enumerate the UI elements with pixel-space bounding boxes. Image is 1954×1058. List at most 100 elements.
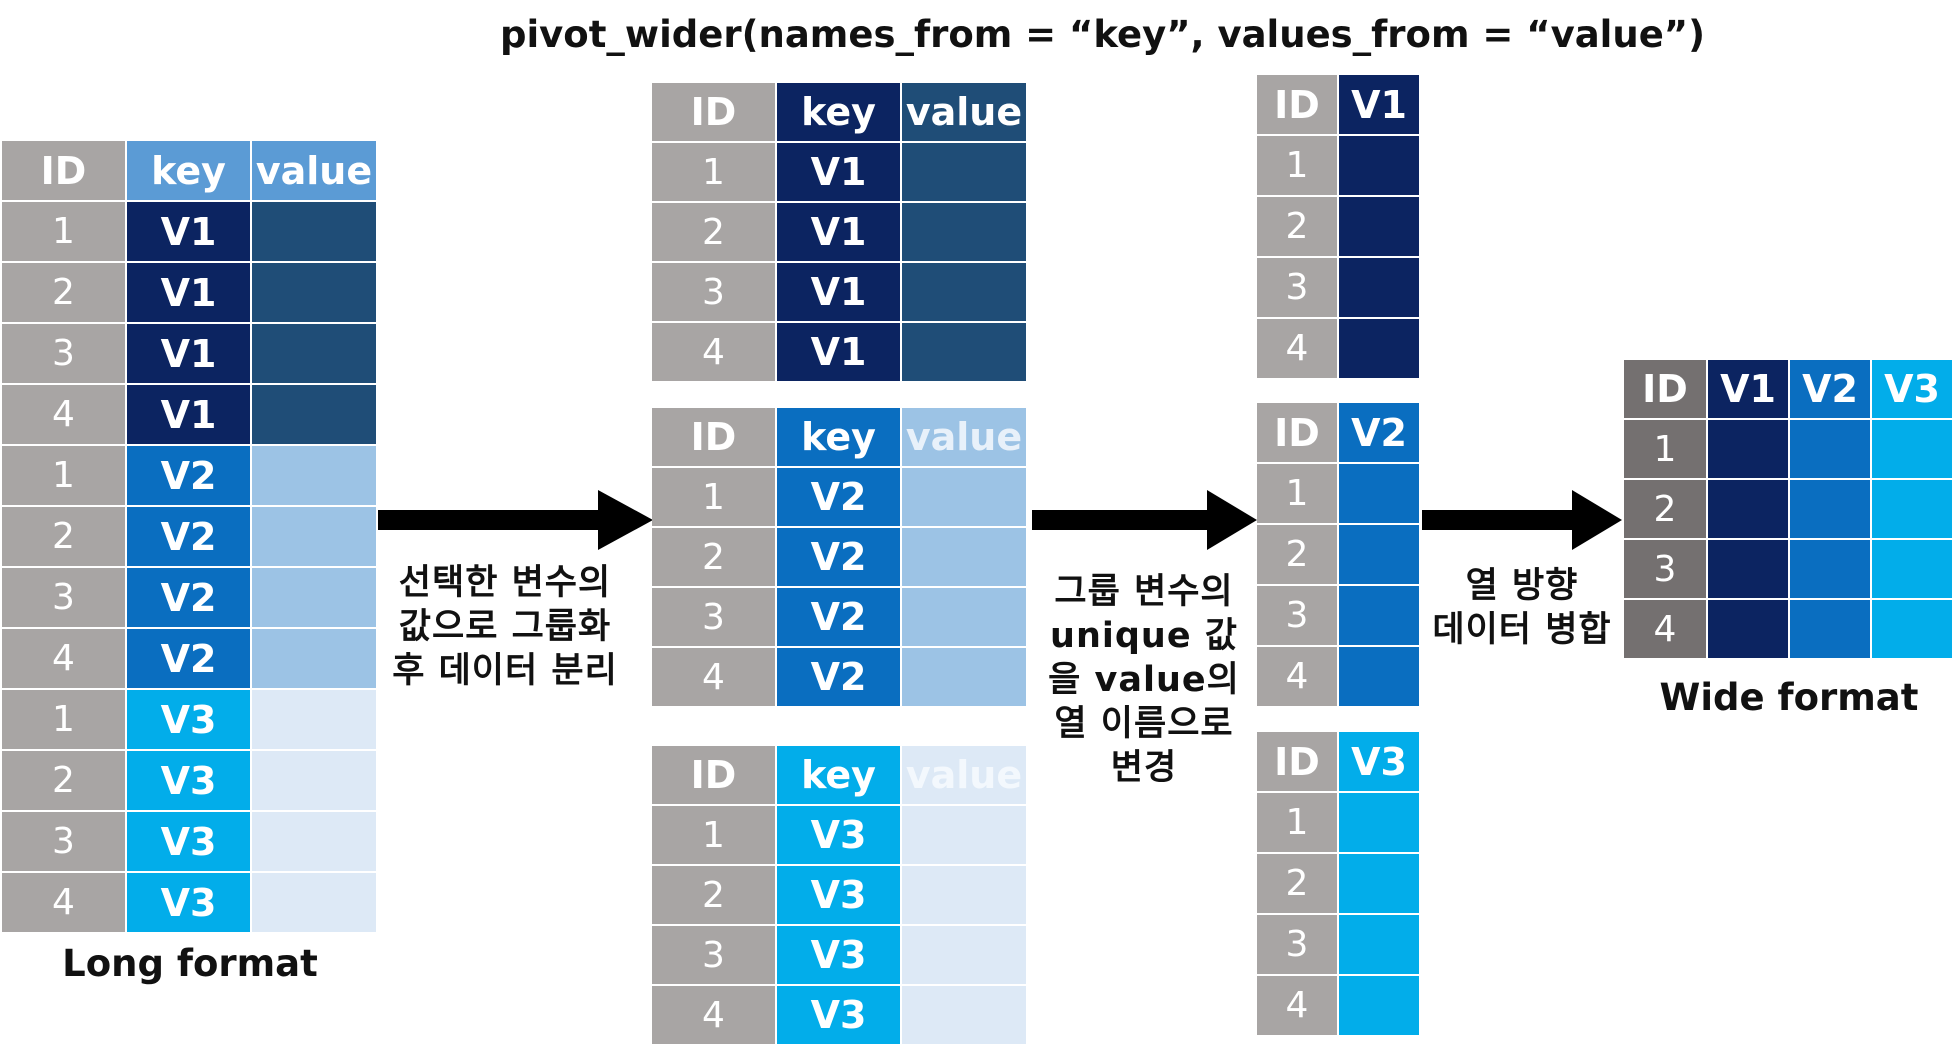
table-header-row: ID V2 [1257,403,1421,464]
id-cell: 4 [1624,600,1708,660]
step3-label: 열 방향 데이터 병합 [1422,564,1622,652]
value-cell [1708,540,1790,600]
key-cell: V1 [127,202,252,263]
id-cell: 4 [1257,647,1339,708]
key-cell: V2 [127,507,252,568]
table-row: 1 V3 [2,690,378,751]
key-cell: V2 [777,648,902,708]
table-row: 2 V2 [652,528,1028,588]
id-cell: 2 [652,203,777,263]
step2-line: 그룹 변수의 [1054,572,1234,612]
table-row: 4 V3 [652,986,1028,1046]
value-cell [1339,915,1421,976]
table-header-row: ID key value [2,141,378,202]
value-cell [902,468,1028,528]
column-header: V3 [1339,732,1421,793]
id-cell: 1 [2,690,127,751]
id-cell: 3 [2,812,127,873]
value-cell [902,528,1028,588]
table-row: 1 V2 [652,468,1028,528]
value-cell [1790,420,1872,480]
column-header: V1 [1339,75,1421,136]
id-cell: 1 [2,446,127,507]
key-cell: V3 [127,751,252,812]
step1-line: 값으로 그룹화 [398,607,612,647]
table-row: 3 [1257,258,1421,319]
id-header: ID [652,408,777,468]
key-cell: V1 [777,143,902,203]
table-row: 2 [1257,525,1421,586]
renamed-table-v2: ID V2 1 2 3 4 [1257,403,1421,708]
id-cell: 3 [652,263,777,323]
value-cell [1339,793,1421,854]
long-format-table: ID key value 1 V1 2 V1 3 V1 4 V1 1 V2 2 V2 3 V2 4 V2 1 V3 2 V3… [2,141,378,934]
id-cell: 3 [1257,586,1339,647]
id-cell: 1 [652,143,777,203]
table-row: 2 V1 [2,263,378,324]
value-header: value [902,408,1028,468]
key-cell: V3 [127,873,252,934]
value-cell [902,263,1028,323]
id-cell: 4 [1257,976,1339,1037]
value-cell [1339,976,1421,1037]
table-row: 2 V1 [652,203,1028,263]
value-header: value [902,83,1028,143]
table-row: 2 V2 [2,507,378,568]
key-cell: V3 [777,806,902,866]
table-row: 4 [1257,319,1421,380]
table-row: 1 V1 [652,143,1028,203]
table-row: 4 V2 [2,629,378,690]
column-header: V3 [1872,360,1954,420]
renamed-table-v3: ID V3 1 2 3 4 [1257,732,1421,1037]
key-header: key [777,83,902,143]
id-cell: 3 [2,324,127,385]
id-header: ID [652,746,777,806]
key-cell: V3 [127,690,252,751]
value-cell [252,629,378,690]
table-header-row: ID V1 V2 V3 [1624,360,1954,420]
id-cell: 2 [1257,854,1339,915]
table-row: 1 [1257,136,1421,197]
step2-line: 변경 [1110,748,1178,788]
id-header: ID [652,83,777,143]
key-cell: V1 [127,385,252,446]
value-cell [902,926,1028,986]
value-cell [1708,480,1790,540]
id-cell: 4 [652,986,777,1046]
table-row: 3 V2 [652,588,1028,648]
table-row: 3 V1 [652,263,1028,323]
value-cell [1872,540,1954,600]
value-cell [1339,258,1421,319]
value-cell [1790,600,1872,660]
table-header-row: ID V3 [1257,732,1421,793]
table-row: 3 V1 [2,324,378,385]
table-header-row: ID key value [652,408,1028,468]
value-cell [252,202,378,263]
key-cell: V2 [777,468,902,528]
step1-line: 후 데이터 분리 [392,651,618,691]
key-cell: V1 [777,203,902,263]
key-cell: V1 [777,323,902,383]
table-row: 4 V1 [652,323,1028,383]
key-header: key [127,141,252,202]
column-header: V2 [1790,360,1872,420]
table-row: 3 V3 [2,812,378,873]
step1-label: 선택한 변수의 값으로 그룹화 후 데이터 분리 [380,561,630,693]
id-cell: 4 [2,385,127,446]
step3-line: 열 방향 [1465,566,1579,606]
long-format-caption: Long format [62,942,318,985]
id-header: ID [1257,732,1339,793]
value-cell [902,588,1028,648]
page-title: pivot_wider(names_from = “key”, values_f… [500,13,1706,56]
table-row: 2 [1257,854,1421,915]
table-row: 1 V1 [2,202,378,263]
key-cell: V2 [127,446,252,507]
id-cell: 4 [2,873,127,934]
id-cell: 2 [1257,525,1339,586]
key-cell: V1 [127,263,252,324]
value-cell [902,986,1028,1046]
table-row: 1 [1624,420,1954,480]
arrow-right-icon [378,490,653,550]
table-row: 2 V3 [652,866,1028,926]
value-cell [252,690,378,751]
